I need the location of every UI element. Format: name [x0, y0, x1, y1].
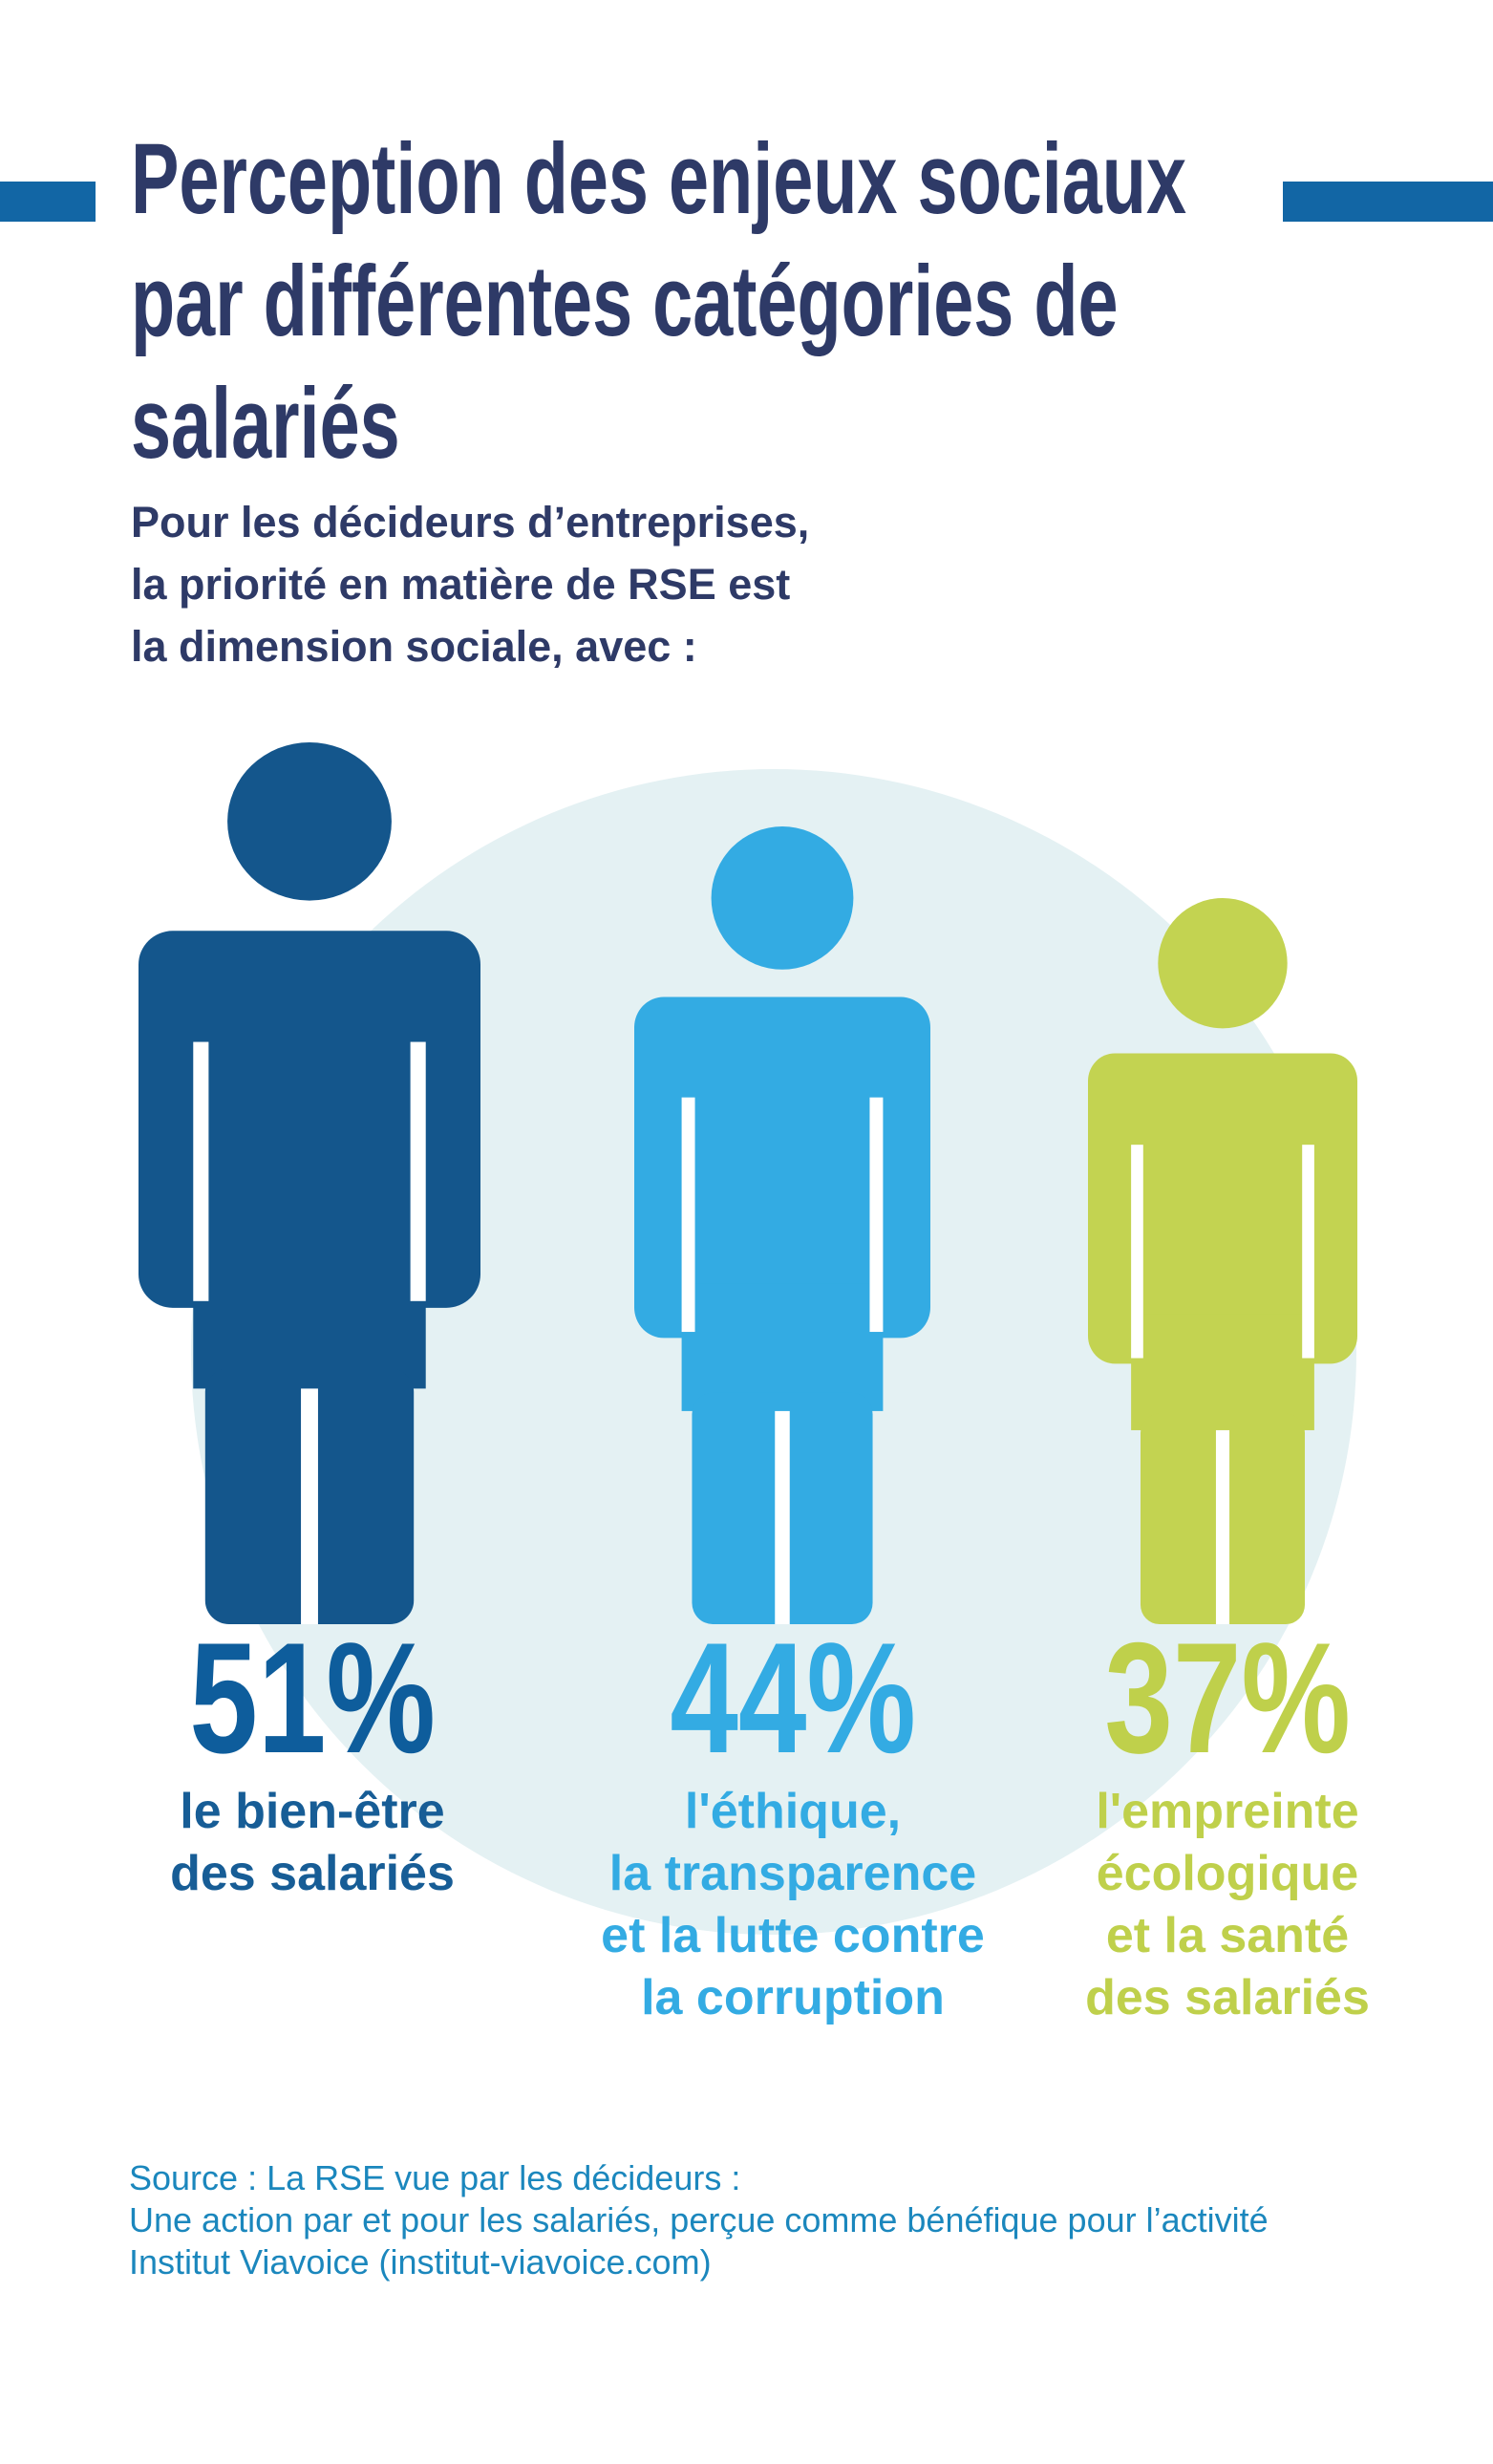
person-icon-dark-blue	[139, 742, 480, 1624]
percent-value-3: 37%	[1104, 1610, 1351, 1786]
source-note: Source : La RSE vue par les décideurs : …	[129, 2157, 1418, 2283]
person-icon-light-blue	[634, 826, 930, 1624]
subtitle: Pour les décideurs d’entreprises, la pri…	[131, 491, 1086, 677]
person-icon-green	[1088, 898, 1357, 1624]
subtitle-line-2: la priorité en matière de RSE est	[131, 560, 791, 609]
source-line-2: Une action par et pour les salariés, per…	[129, 2200, 1269, 2239]
category-label-1: le bien-être des salariés	[170, 1784, 455, 1901]
title-accent-bar-left	[0, 182, 96, 222]
title-line-1: Perception des enjeux sociaux	[131, 123, 1187, 235]
percent-value-2: 44%	[670, 1610, 916, 1786]
page-title: Perception des enjeux sociaux par différ…	[131, 118, 1296, 485]
title-accent-bar-right	[1283, 182, 1493, 222]
percent-value-1: 51%	[189, 1610, 436, 1786]
category-label-3: l'empreinte écologique et la santé des s…	[1085, 1784, 1370, 2025]
title-line-2: par différentes catégories de	[131, 246, 1119, 357]
title-line-3: salariés	[131, 368, 400, 480]
subtitle-line-1: Pour les décideurs d’entreprises,	[131, 498, 810, 546]
source-line-3: Institut Viavoice (institut-viavoice.com…	[129, 2242, 712, 2282]
subtitle-line-3: la dimension sociale, avec :	[131, 622, 697, 671]
category-label-2: l'éthique, la transparence et la lutte c…	[601, 1784, 985, 2025]
source-line-1: Source : La RSE vue par les décideurs :	[129, 2158, 741, 2197]
